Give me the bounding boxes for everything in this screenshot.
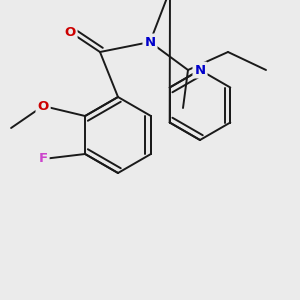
Text: N: N xyxy=(144,35,156,49)
Text: F: F xyxy=(38,152,48,166)
Text: O: O xyxy=(64,26,76,38)
Text: N: N xyxy=(194,64,206,76)
Text: O: O xyxy=(38,100,49,112)
